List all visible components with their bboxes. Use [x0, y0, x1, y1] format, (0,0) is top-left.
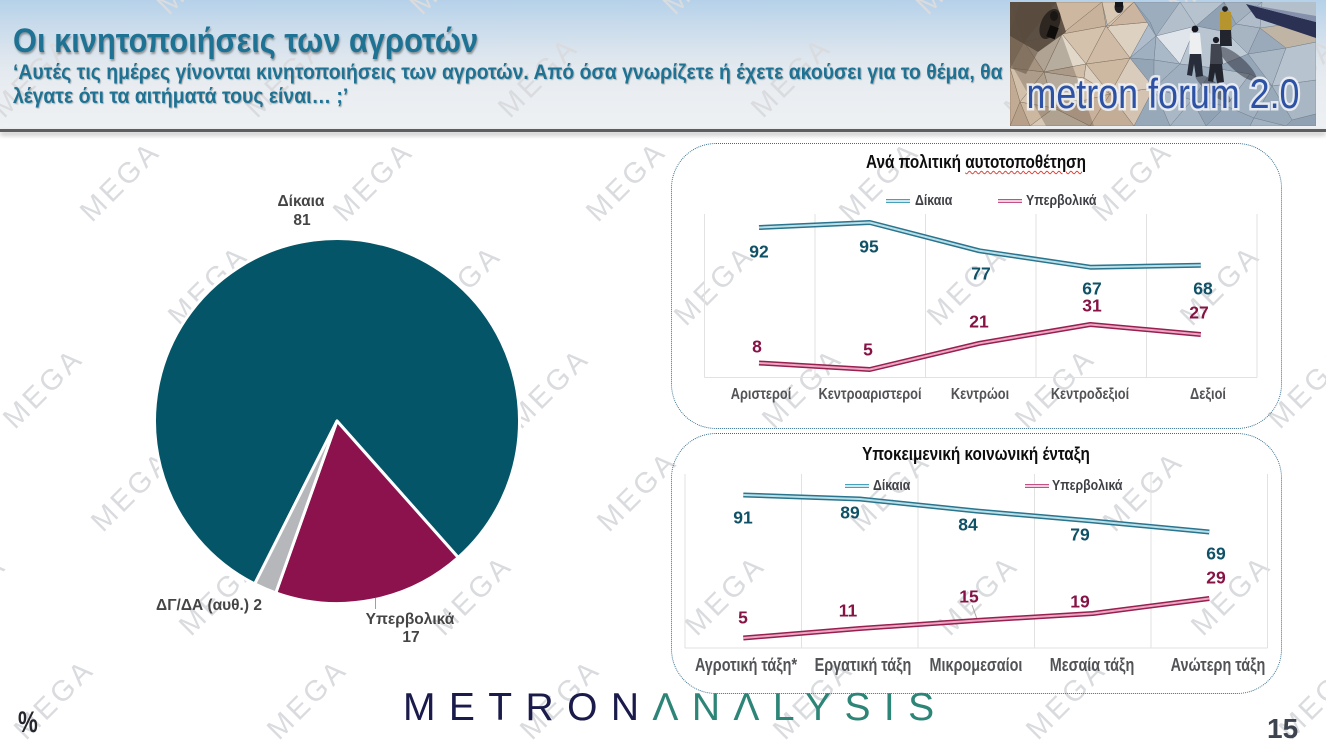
svg-text:metron forum 2.0: metron forum 2.0	[1027, 70, 1300, 117]
svg-text:metron forum 2.0: metron forum 2.0	[1027, 70, 1300, 117]
